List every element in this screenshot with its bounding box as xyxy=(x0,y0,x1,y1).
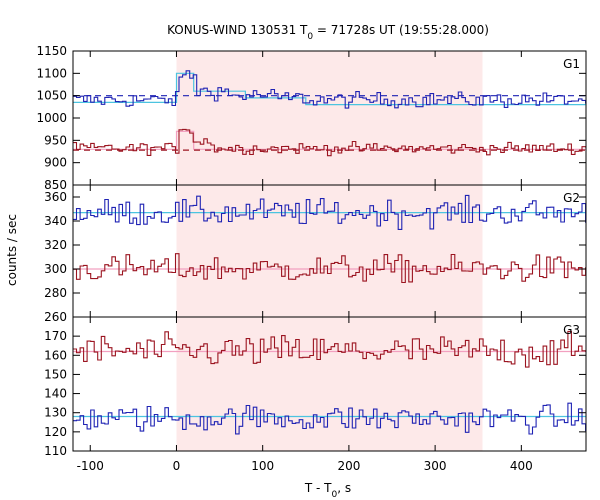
shaded-interval-g3 xyxy=(176,317,483,451)
series-g2-red xyxy=(73,253,587,284)
y-tick-label-g1: 850 xyxy=(44,178,67,192)
fit-line-g1-0 xyxy=(73,72,586,106)
chart-panels: 850 900 950 1000 1050 1100 1150 G1 260 280 300 320 3… xyxy=(36,44,587,458)
panel-g3: 110 120 130 140 150 160 170 G3 xyxy=(44,316,587,458)
shaded-interval-g2 xyxy=(176,185,483,317)
series-g2-blue xyxy=(73,194,587,230)
y-tick-label-g1: 1150 xyxy=(36,44,67,58)
y-tick-label-g3: 120 xyxy=(44,425,67,439)
y-tick-label-g3: 130 xyxy=(44,406,67,420)
y-tick-label-g2: 320 xyxy=(44,238,67,252)
series-g1-blue xyxy=(73,70,587,109)
y-tick-label-g1: 900 xyxy=(44,156,67,170)
series-g3-blue xyxy=(73,402,587,435)
x-tick-label: -100 xyxy=(77,459,104,473)
y-tick-label-g3: 150 xyxy=(44,367,67,381)
x-tick-label: 0 xyxy=(173,459,181,473)
y-tick-label-g1: 1050 xyxy=(36,89,67,103)
y-tick-label-g3: 160 xyxy=(44,348,67,362)
panel-g2: 260 280 300 320 340 360 G2 xyxy=(44,184,587,324)
panel-label-g1: G1 xyxy=(563,57,580,71)
x-tick-label: 100 xyxy=(251,459,274,473)
panel-label-g2: G2 xyxy=(563,191,580,205)
series-g3-red xyxy=(73,330,587,368)
shaded-interval-g1 xyxy=(176,51,483,185)
x-axis-label: T - T0, s xyxy=(304,481,351,500)
x-tick-label: 200 xyxy=(337,459,360,473)
x-axis-label-subscript: 0 xyxy=(332,490,338,500)
y-tick-label-g2: 340 xyxy=(44,214,67,228)
panel-g1: 850 900 950 1000 1050 1100 1150 G1 xyxy=(36,44,587,192)
panel-frame-g3 xyxy=(72,316,587,452)
x-tick-label: 400 xyxy=(510,459,533,473)
y-tick-label-g2: 360 xyxy=(44,190,67,204)
y-tick-label-g2: 260 xyxy=(44,310,67,324)
y-tick-label-g1: 1000 xyxy=(36,111,67,125)
x-tick-label: 300 xyxy=(424,459,447,473)
y-tick-label-g1: 1100 xyxy=(36,66,67,80)
y-tick-label-g3: 110 xyxy=(44,444,67,458)
y-tick-label-g2: 280 xyxy=(44,286,67,300)
series-g1-red xyxy=(73,128,587,157)
x-axis: -100 0 100 200 300 400 xyxy=(77,459,533,473)
panel-label-g3: G3 xyxy=(563,323,580,337)
y-tick-label-g3: 170 xyxy=(44,329,67,343)
chart-title: KONUS-WIND 130531 T0 = 71728s UT (19:55:… xyxy=(167,23,489,42)
y-axis-label: counts / sec xyxy=(5,214,19,286)
y-tick-label-g3: 140 xyxy=(44,387,67,401)
y-tick-label-g2: 300 xyxy=(44,262,67,276)
chart-title-subscript: 0 xyxy=(307,32,313,42)
y-tick-label-g1: 950 xyxy=(44,133,67,147)
